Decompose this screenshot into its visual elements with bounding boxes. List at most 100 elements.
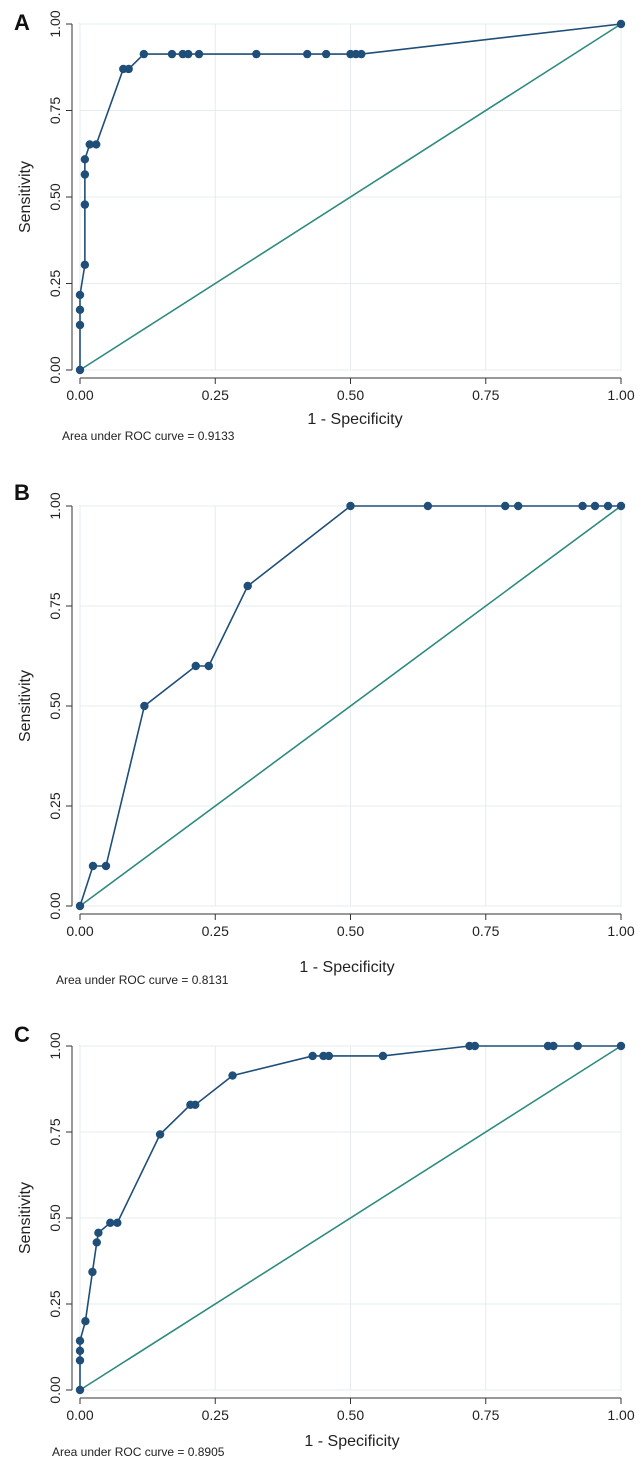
roc-point xyxy=(578,501,587,511)
roc-point xyxy=(75,1356,85,1365)
roc-point xyxy=(124,64,133,74)
roc-point xyxy=(80,200,90,209)
y-tick-label: 0.25 xyxy=(47,270,63,297)
roc-point xyxy=(573,1041,582,1051)
roc-point xyxy=(75,1385,85,1395)
roc-point xyxy=(324,1051,334,1061)
roc-panel-b: 0.00 0.25 0.50 0.75 1.00 0.00 0.25 0.50 0.75 1.00… xyxy=(14,480,635,987)
roc-point xyxy=(167,49,177,59)
roc-point xyxy=(423,501,433,511)
roc-point xyxy=(204,661,213,671)
x-tick-label: 1.00 xyxy=(607,387,634,403)
reference-line xyxy=(79,23,622,371)
roc-point xyxy=(113,1218,122,1228)
auc-annotation: Area under ROC curve = 0.9133 xyxy=(62,429,235,443)
roc-point xyxy=(184,49,193,59)
x-tick-label: 0.00 xyxy=(66,923,93,939)
reference-line xyxy=(79,505,622,907)
x-tick-label: 0.50 xyxy=(337,923,364,939)
x-tick-label: 0.25 xyxy=(202,1407,229,1423)
roc-point xyxy=(243,581,252,591)
roc-point xyxy=(75,1346,85,1355)
x-tick-label: 1.00 xyxy=(607,1407,634,1423)
y-axis-title: Sensitivity xyxy=(17,1182,34,1254)
roc-point xyxy=(308,1051,317,1061)
roc-point xyxy=(616,19,626,29)
roc-point xyxy=(92,1238,101,1247)
x-tick-label: 0.00 xyxy=(66,387,93,403)
roc-point xyxy=(75,320,85,330)
roc-point xyxy=(501,501,510,511)
roc-point xyxy=(88,861,98,871)
auc-annotation: Area under ROC curve = 0.8131 xyxy=(56,973,229,987)
roc-point xyxy=(101,861,111,871)
x-axis-title: 1 - Specificity xyxy=(299,959,394,976)
y-tick-label: 0.00 xyxy=(47,892,63,919)
roc-point xyxy=(303,49,312,59)
roc-point xyxy=(228,1071,237,1080)
x-tick-label: 1.00 xyxy=(607,923,634,939)
roc-point xyxy=(470,1041,480,1051)
roc-point xyxy=(321,49,331,59)
roc-point xyxy=(191,661,200,671)
roc-point xyxy=(194,49,204,59)
x-tick-label: 0.50 xyxy=(337,1407,364,1423)
roc-point xyxy=(75,1336,85,1346)
x-tick-label: 0.75 xyxy=(472,923,499,939)
roc-point xyxy=(75,305,85,314)
roc-point xyxy=(603,501,613,511)
roc-point xyxy=(357,49,366,59)
roc-panel-a: 0.00 0.25 0.50 0.75 1.00 0.00 0.25 0.50 0.75 1.00… xyxy=(14,10,635,443)
roc-point xyxy=(616,1041,626,1051)
roc-point xyxy=(75,365,85,375)
x-axis-title: 1 - Specificity xyxy=(304,1433,399,1450)
y-tick-label: 0.00 xyxy=(47,1376,63,1403)
roc-point xyxy=(80,170,90,179)
roc-point xyxy=(252,49,261,59)
roc-point xyxy=(88,1267,97,1277)
x-tick-label: 0.00 xyxy=(66,1407,93,1423)
y-tick-label: 0.50 xyxy=(47,692,63,719)
roc-point xyxy=(106,1218,115,1228)
y-tick-label: 1.00 xyxy=(47,10,63,37)
roc-point xyxy=(155,1130,165,1139)
roc-point xyxy=(140,701,149,711)
roc-panel-c: 0.00 0.25 0.50 0.75 1.00 0.00 0.25 0.50 0.75 1.00… xyxy=(14,1022,635,1459)
y-tick-label: 0.50 xyxy=(47,183,63,210)
roc-point xyxy=(75,290,85,300)
y-tick-label: 1.00 xyxy=(47,492,63,519)
roc-point xyxy=(80,260,90,270)
roc-point xyxy=(590,501,600,511)
roc-point xyxy=(191,1100,200,1110)
roc-point xyxy=(616,501,626,511)
y-tick-label: 0.75 xyxy=(47,592,63,619)
x-axis-title: 1 - Specificity xyxy=(307,411,402,428)
roc-point xyxy=(75,901,85,911)
auc-annotation: Area under ROC curve = 0.8905 xyxy=(52,1445,225,1459)
roc-point xyxy=(139,49,149,59)
y-tick-label: 0.75 xyxy=(47,1118,63,1145)
x-tick-label: 0.25 xyxy=(202,387,229,403)
roc-point xyxy=(81,1317,90,1326)
roc-point xyxy=(514,501,523,511)
panel-letter: A xyxy=(14,10,30,35)
panel-letter: C xyxy=(14,1022,30,1047)
x-tick-label: 0.50 xyxy=(337,387,364,403)
y-tick-label: 0.50 xyxy=(47,1204,63,1231)
y-tick-label: 0.75 xyxy=(47,97,63,124)
y-axis-title: Sensitivity xyxy=(17,670,34,742)
y-tick-label: 0.00 xyxy=(47,356,63,383)
roc-point xyxy=(94,1228,103,1237)
roc-point xyxy=(85,140,94,149)
y-tick-label: 0.25 xyxy=(47,1290,63,1317)
roc-point xyxy=(80,155,90,164)
roc-point xyxy=(549,1041,558,1051)
roc-point xyxy=(346,501,355,511)
panel-letter: B xyxy=(14,480,30,505)
roc-point xyxy=(378,1051,388,1061)
y-tick-label: 1.00 xyxy=(47,1032,63,1059)
x-tick-label: 0.25 xyxy=(202,923,229,939)
reference-line xyxy=(79,1045,622,1391)
